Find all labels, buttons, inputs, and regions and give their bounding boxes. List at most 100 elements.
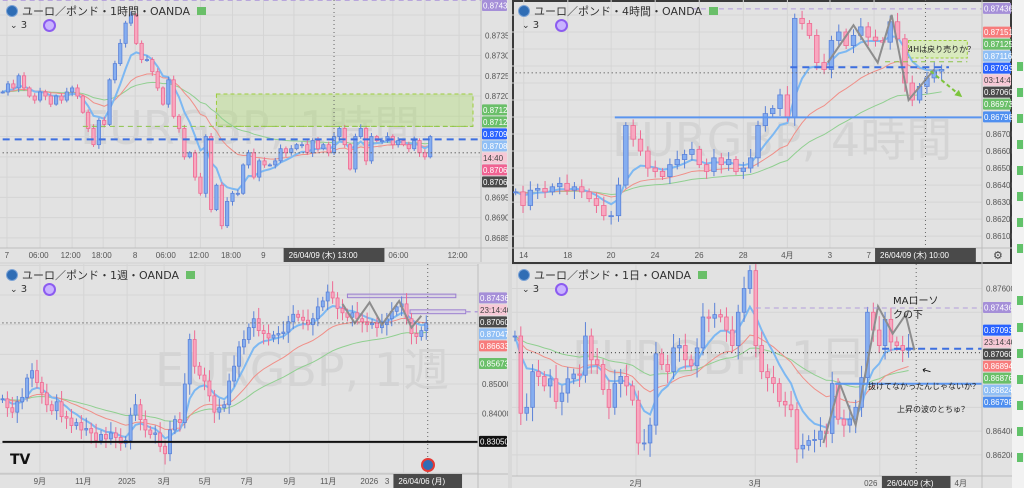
crosshair-time-label: 26/04/06 (月) xyxy=(398,477,445,486)
price-badge xyxy=(983,98,1011,110)
alert-marker-icon[interactable] xyxy=(1017,349,1023,358)
chart-title[interactable]: ユーロ／ポンド・4時間・OANDA xyxy=(518,3,719,19)
alert-marker-icon[interactable] xyxy=(1017,114,1023,123)
indicator-toggle[interactable]: ⌄ 3 xyxy=(522,283,569,296)
sync-icon[interactable] xyxy=(43,283,57,296)
candle-down xyxy=(645,150,651,169)
price-tick-label: 0.86850 xyxy=(485,234,508,243)
candle-down xyxy=(406,144,411,150)
candle-down xyxy=(542,188,548,193)
candle-up xyxy=(671,347,676,373)
candle-down xyxy=(788,404,794,411)
chart-panel-1d[interactable]: EURGBP, 1日 0.876000.864000.862000262月3月4… xyxy=(512,264,1012,488)
time-tick-label: 12:00 xyxy=(448,251,469,260)
candle-down xyxy=(118,436,123,444)
annotation-ma-line2[interactable]: クの下 xyxy=(893,310,923,321)
alert-marker-icon[interactable] xyxy=(1017,192,1023,201)
chevron-down-icon[interactable]: ⌄ xyxy=(522,21,530,31)
alert-marker-icon[interactable] xyxy=(1017,427,1023,436)
candle-down xyxy=(600,364,606,390)
alert-marker-icon[interactable] xyxy=(1017,140,1023,149)
candle-up xyxy=(806,440,811,446)
annotation-not-broken[interactable]: 抜けてなかったんじゃないか？ xyxy=(868,382,980,391)
candle-down xyxy=(160,87,166,105)
indicator-toggle[interactable]: ⌄ 3 xyxy=(522,19,569,32)
candle-down xyxy=(348,144,353,170)
sync-icon[interactable] xyxy=(555,283,569,296)
candle-down xyxy=(177,419,182,423)
alert-marker-icon[interactable] xyxy=(1017,401,1023,410)
annotation-rising-wave[interactable]: 上昇の波のとちゅ？ xyxy=(897,405,969,414)
flag-icon[interactable] xyxy=(186,271,196,279)
candle-down xyxy=(48,95,53,105)
price-badge xyxy=(983,111,1011,123)
chevron-down-icon[interactable]: ⌄ xyxy=(10,285,18,295)
indicator-count: 3 xyxy=(532,284,540,295)
alert-marker-icon[interactable] xyxy=(1017,375,1023,384)
event-marker-icon[interactable] xyxy=(421,458,435,472)
candle-down xyxy=(266,333,271,339)
chart-title[interactable]: ユーロ／ポンド・1週・OANDA xyxy=(6,267,196,283)
candle-up xyxy=(762,113,769,126)
alert-marker-icon[interactable] xyxy=(1017,323,1023,332)
candle-down xyxy=(192,339,197,367)
chart-panel-1w[interactable]: EURGBP, 1週 0.850000.840009月11月20253月5月7月… xyxy=(0,264,508,488)
alert-marker-icon[interactable] xyxy=(1017,166,1023,175)
settings-gear-icon[interactable]: ⚙ xyxy=(993,249,1003,262)
candle-up xyxy=(241,164,246,194)
candle-up xyxy=(291,313,296,323)
alert-marker-icon[interactable] xyxy=(1017,296,1023,305)
candle-up xyxy=(770,108,776,115)
candle-down xyxy=(518,335,524,414)
crosshair-time-label: 26/04/09 (木) 13:00 xyxy=(289,250,358,260)
candle-up xyxy=(70,87,75,93)
candle-down xyxy=(894,341,900,346)
flag-icon[interactable] xyxy=(197,7,207,15)
price-badge xyxy=(482,116,507,128)
price-badge-label: 0.87068 xyxy=(483,166,508,175)
alert-marker-icon[interactable] xyxy=(1017,244,1023,253)
time-tick-label: 26 xyxy=(695,251,704,260)
indicator-toggle[interactable]: ⌄ 3 xyxy=(10,19,57,32)
sync-icon[interactable] xyxy=(555,19,569,32)
zone-rectangle xyxy=(215,93,474,127)
indicator-toggle[interactable]: ⌄ 3 xyxy=(10,283,57,296)
chart-panel-1h[interactable]: EURGBP, 1時間 0.873500.873000.872500.87200… xyxy=(0,0,508,262)
ma-mid-line xyxy=(514,334,909,404)
flag-icon[interactable] xyxy=(709,7,719,15)
tradingview-logo[interactable]: TV xyxy=(10,452,31,468)
alert-marker-icon[interactable] xyxy=(1017,453,1023,462)
chevron-down-icon[interactable]: ⌄ xyxy=(522,285,530,295)
chevron-down-icon[interactable]: ⌄ xyxy=(10,21,18,31)
flag-icon[interactable] xyxy=(698,271,708,279)
price-badge xyxy=(983,2,1011,14)
alert-marker-icon[interactable] xyxy=(1017,218,1023,227)
annotation-4h-sell[interactable]: 4Hは戻り売りか？ xyxy=(908,45,976,54)
chart-title[interactable]: ユーロ／ポンド・1日・OANDA xyxy=(518,267,708,283)
annotation-ma-line1[interactable]: MAローソ xyxy=(893,296,939,307)
candle-down xyxy=(696,148,702,166)
candle-down xyxy=(306,319,310,326)
chart-panel-4h[interactable]: EURGBP, 4時間 0.867000.866000.865000.86400… xyxy=(512,0,1012,264)
candle-up xyxy=(246,327,251,340)
chart-title[interactable]: ユーロ／ポンド・1時間・OANDA xyxy=(6,3,207,19)
candle-down xyxy=(44,392,49,406)
alert-marker-icon[interactable] xyxy=(1017,88,1023,97)
price-badge-label: 0.87093 xyxy=(984,64,1012,73)
time-tick-label: 4月 xyxy=(955,479,967,488)
candle-up xyxy=(800,444,806,450)
candle-down xyxy=(79,422,84,431)
candle-down xyxy=(35,370,39,383)
alert-marker-icon[interactable] xyxy=(1017,62,1023,71)
time-tick-label: 7 xyxy=(5,251,10,260)
zone-rectangle xyxy=(908,39,968,59)
chart-canvas-1w[interactable]: 0.850000.840009月11月20253月5月7月9月11月202632… xyxy=(0,264,508,488)
candle-up xyxy=(203,136,208,194)
time-tick-label: 11月 xyxy=(320,477,336,486)
sync-icon[interactable] xyxy=(43,19,57,32)
